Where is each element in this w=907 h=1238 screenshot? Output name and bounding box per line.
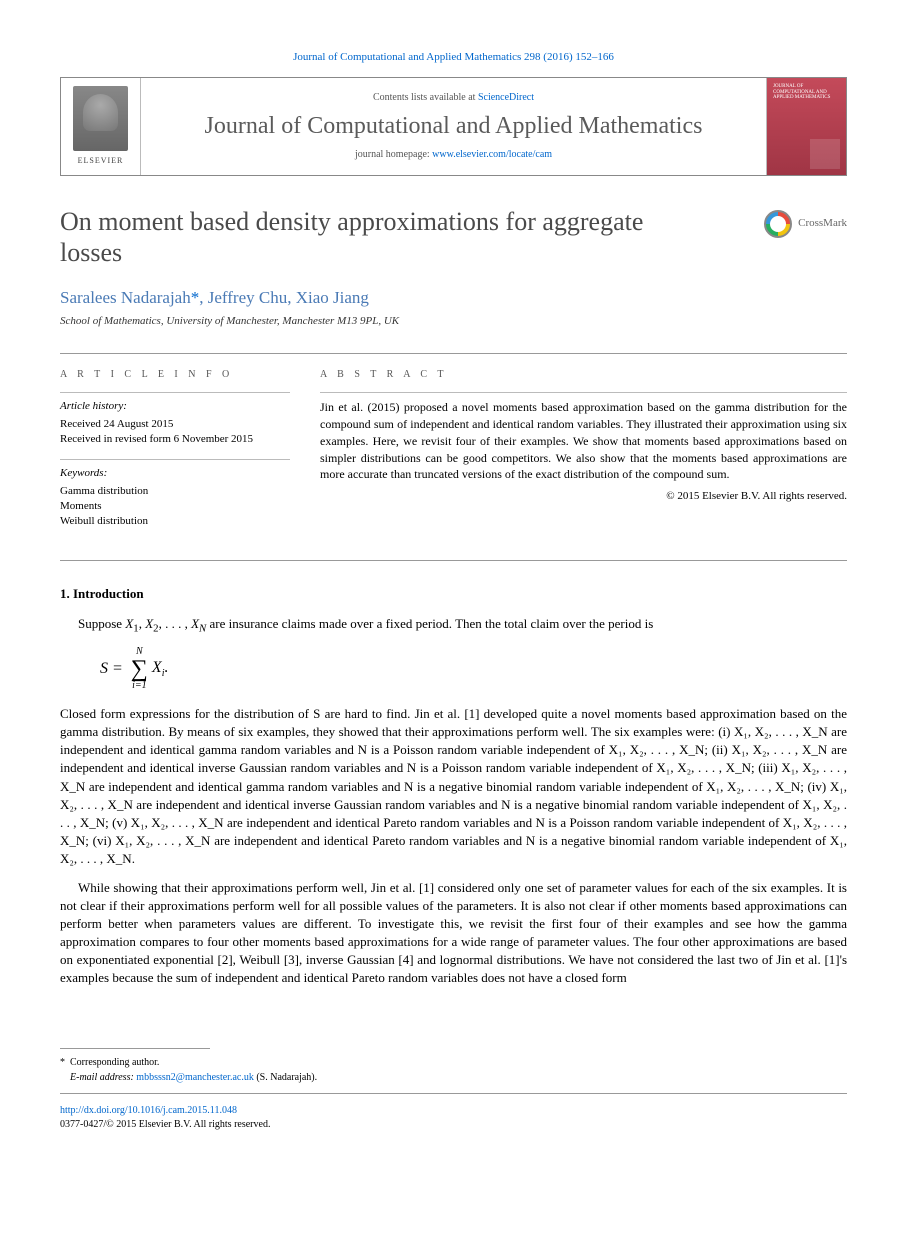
journal-cover-thumbnail: JOURNAL OF COMPUTATIONAL AND APPLIED MAT… [766, 78, 846, 174]
sciencedirect-link[interactable]: ScienceDirect [478, 92, 534, 103]
corresponding-author-note: * Corresponding author. [60, 1055, 847, 1070]
bottom-divider [60, 1093, 847, 1094]
article-title: On moment based density approximations f… [60, 206, 660, 268]
received-date: Received 24 August 2015 [60, 417, 290, 432]
info-sub-divider-1 [60, 392, 290, 393]
authors-line: Saralees Nadarajah*, Jeffrey Chu, Xiao J… [60, 286, 847, 310]
author-3: Xiao Jiang [296, 288, 369, 307]
contents-prefix: Contents lists available at [373, 92, 478, 103]
article-info-heading: A R T I C L E I N F O [60, 368, 290, 382]
body-text: Suppose X1, X2, . . . , XN are insurance… [60, 615, 847, 988]
author-2: Jeffrey Chu [208, 288, 287, 307]
revised-date: Received in revised form 6 November 2015 [60, 432, 290, 447]
intro-para-3: While showing that their approximations … [60, 879, 847, 988]
intro-para-1: Suppose X1, X2, . . . , XN are insurance… [60, 615, 847, 637]
p1-a: Suppose [78, 616, 125, 631]
keywords-label: Keywords: [60, 466, 290, 481]
email-label: E-mail address: [70, 1072, 134, 1083]
footnote-divider [60, 1048, 210, 1049]
abstract-divider [320, 392, 847, 393]
crossmark-icon [764, 210, 792, 238]
crossmark-label: CrossMark [798, 216, 847, 231]
keyword-2: Moments [60, 499, 290, 514]
keyword-1: Gamma distribution [60, 484, 290, 499]
info-sub-divider-2 [60, 459, 290, 460]
intro-para-2: Closed form expressions for the distribu… [60, 705, 847, 869]
email-who: (S. Nadarajah). [256, 1072, 317, 1083]
formula-sum: S = N ∑ i=1 Xi. [100, 647, 847, 691]
cover-thumb-graphic [810, 139, 840, 169]
abstract-copyright: © 2015 Elsevier B.V. All rights reserved… [320, 489, 847, 504]
homepage-prefix: journal homepage: [355, 149, 432, 160]
issn-copyright: 0377-0427/© 2015 Elsevier B.V. All right… [60, 1119, 270, 1130]
cover-thumb-title: JOURNAL OF COMPUTATIONAL AND APPLIED MAT… [773, 84, 840, 101]
homepage-line: journal homepage: www.elsevier.com/locat… [161, 148, 746, 162]
abstract-column: A B S T R A C T Jin et al. (2015) propos… [320, 368, 847, 542]
homepage-link[interactable]: www.elsevier.com/locate/cam [432, 149, 552, 160]
corresponding-mark: * [191, 288, 200, 307]
keyword-3: Weibull distribution [60, 514, 290, 529]
affiliation: School of Mathematics, University of Man… [60, 314, 847, 329]
abstract-text: Jin et al. (2015) proposed a novel momen… [320, 399, 847, 483]
p1-b: are insurance claims made over a fixed p… [206, 616, 653, 631]
elsevier-tree-icon [73, 86, 128, 151]
elsevier-label: ELSEVIER [78, 155, 124, 166]
author-email-link[interactable]: mbbsssn2@manchester.ac.uk [136, 1072, 254, 1083]
abstract-heading: A B S T R A C T [320, 368, 847, 382]
doi-link[interactable]: http://dx.doi.org/10.1016/j.cam.2015.11.… [60, 1105, 237, 1116]
footnote-block: * Corresponding author. E-mail address: … [60, 1055, 847, 1085]
contents-available-line: Contents lists available at ScienceDirec… [161, 91, 746, 105]
section-1-heading: 1. Introduction [60, 585, 847, 603]
header-center: Contents lists available at ScienceDirec… [141, 78, 766, 174]
keywords-block: Keywords: Gamma distribution Moments Wei… [60, 466, 290, 530]
history-label: Article history: [60, 399, 290, 414]
mid-divider [60, 560, 847, 561]
elsevier-logo: ELSEVIER [61, 78, 141, 174]
crossmark-badge[interactable]: CrossMark [764, 210, 847, 238]
article-info-column: A R T I C L E I N F O Article history: R… [60, 368, 290, 542]
article-history-block: Article history: Received 24 August 2015… [60, 399, 290, 447]
author-1: Saralees Nadarajah [60, 288, 191, 307]
bottom-line: http://dx.doi.org/10.1016/j.cam.2015.11.… [60, 1104, 847, 1132]
email-line: E-mail address: mbbsssn2@manchester.ac.u… [60, 1070, 847, 1085]
journal-name: Journal of Computational and Applied Mat… [161, 113, 746, 141]
journal-header-box: ELSEVIER Contents lists available at Sci… [60, 77, 847, 175]
citation-header: Journal of Computational and Applied Mat… [60, 50, 847, 65]
